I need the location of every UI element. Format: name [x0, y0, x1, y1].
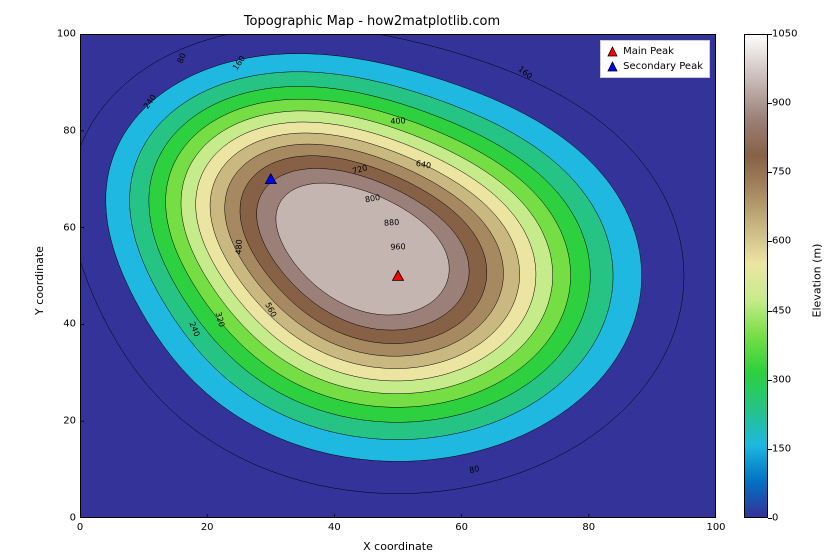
x-tick: 0: [77, 522, 83, 533]
colorbar-tick: 750: [772, 167, 791, 178]
colorbar: [744, 34, 768, 518]
colorbar-tick: 1050: [772, 29, 797, 40]
y-tick: 40: [50, 319, 76, 330]
colorbar-label: Elevation (m): [808, 0, 826, 560]
svg-text:480: 480: [234, 239, 244, 255]
x-tick: 40: [328, 522, 341, 533]
y-tick: 20: [50, 416, 76, 427]
colorbar-tick: 450: [772, 305, 791, 316]
colorbar-tick: 900: [772, 98, 791, 109]
triangle-icon: [605, 61, 619, 72]
x-tick: 100: [706, 522, 725, 533]
svg-text:400: 400: [390, 116, 406, 126]
y-tick: 0: [50, 513, 76, 524]
legend-item-secondary-peak: Secondary Peak: [605, 59, 703, 74]
y-tick: 60: [50, 222, 76, 233]
legend-label: Main Peak: [623, 46, 674, 57]
x-tick: 80: [582, 522, 595, 533]
figure: Topographic Map - how2matplotlib.com Y c…: [0, 0, 840, 560]
triangle-icon: [605, 46, 619, 57]
svg-text:960: 960: [390, 242, 406, 252]
colorbar-tick: 300: [772, 374, 791, 385]
legend-item-main-peak: Main Peak: [605, 44, 703, 59]
chart-title: Topographic Map - how2matplotlib.com: [0, 14, 744, 29]
x-axis-label: X coordinate: [80, 540, 716, 553]
svg-text:880: 880: [384, 218, 400, 228]
x-tick: 20: [201, 522, 214, 533]
legend: Main Peak Secondary Peak: [600, 40, 710, 78]
colorbar-tick: 600: [772, 236, 791, 247]
y-axis-label: Y coordinate: [30, 0, 48, 560]
x-tick: 60: [455, 522, 468, 533]
legend-label: Secondary Peak: [623, 61, 703, 72]
colorbar-tick: 0: [772, 513, 778, 524]
y-tick: 100: [50, 29, 76, 40]
colorbar-tick: 150: [772, 443, 791, 454]
plot-area: 8080160160240240320400480560640720800880…: [80, 34, 716, 518]
y-tick: 80: [50, 125, 76, 136]
